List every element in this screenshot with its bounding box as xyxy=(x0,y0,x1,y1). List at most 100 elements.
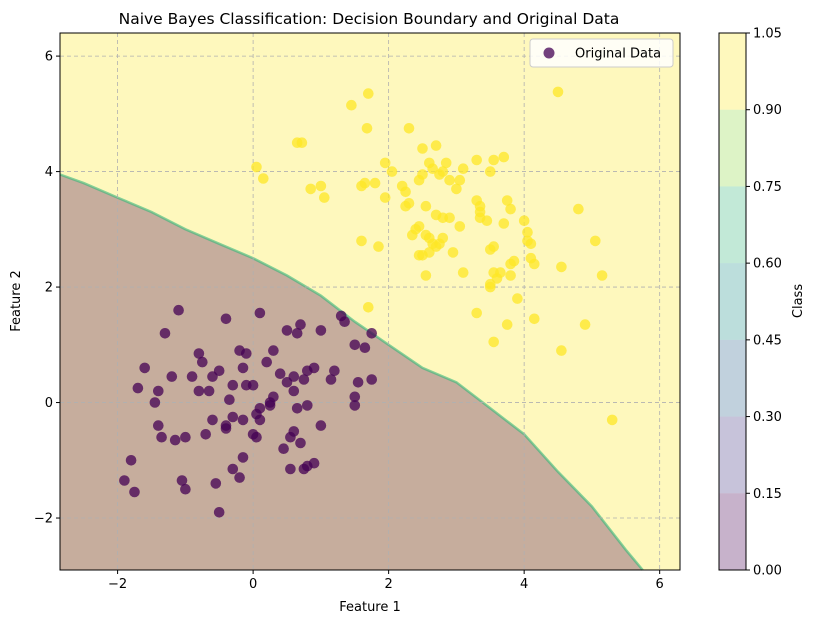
data-point-class-1 xyxy=(319,192,330,203)
data-point-class-1 xyxy=(512,293,523,304)
data-point-class-1 xyxy=(556,345,567,356)
data-point-class-0 xyxy=(156,431,167,443)
data-point-class-0 xyxy=(251,431,262,443)
data-point-class-1 xyxy=(444,212,455,224)
data-point-class-0 xyxy=(176,475,188,486)
data-point-class-0 xyxy=(153,385,164,397)
data-point-class-1 xyxy=(606,414,618,426)
data-point-class-0 xyxy=(291,403,303,414)
data-point-class-0 xyxy=(224,394,235,406)
data-point-class-1 xyxy=(488,241,500,252)
data-point-class-1 xyxy=(590,235,601,247)
data-point-class-1 xyxy=(485,278,496,290)
data-point-class-0 xyxy=(308,362,320,374)
data-point-class-1 xyxy=(363,88,374,99)
colorbar-tick-label: 0.00 xyxy=(753,564,782,579)
data-point-class-1 xyxy=(471,307,483,319)
x-axis-label: Feature 1 xyxy=(339,600,401,615)
x-tick-label: 0 xyxy=(249,577,257,592)
data-point-class-1 xyxy=(420,200,432,212)
y-tick-label: 4 xyxy=(45,165,53,180)
colorbar-tick-label: 0.90 xyxy=(753,103,782,118)
x-tick-label: 4 xyxy=(520,577,528,592)
data-point-class-1 xyxy=(471,195,483,206)
data-point-class-1 xyxy=(552,86,564,98)
data-point-class-0 xyxy=(241,379,252,391)
data-point-class-1 xyxy=(471,154,483,166)
colorbar: 0.00 0.15 0.30 0.45 0.60 0.75 0.90 1.05 xyxy=(718,27,782,579)
data-point-class-1 xyxy=(296,137,308,148)
colorbar-band xyxy=(719,339,746,417)
x-axis: −2 0 2 4 6 xyxy=(108,570,664,592)
data-point-class-0 xyxy=(213,365,225,377)
plot-frame xyxy=(59,32,681,571)
x-tick-label: −2 xyxy=(108,577,127,592)
data-point-class-0 xyxy=(186,371,198,382)
legend-marker xyxy=(543,47,555,59)
data-point-class-1 xyxy=(417,143,428,154)
data-point-class-1 xyxy=(481,215,493,226)
data-point-class-1 xyxy=(258,173,269,184)
data-point-class-1 xyxy=(498,218,510,229)
data-point-class-0 xyxy=(281,377,293,388)
colorbar-tick-label: 0.75 xyxy=(753,180,782,195)
data-point-class-0 xyxy=(129,486,140,498)
data-point-class-0 xyxy=(149,397,161,408)
colorbar-tick-label: 0.45 xyxy=(753,333,782,348)
data-point-class-1 xyxy=(454,174,466,186)
data-point-class-0 xyxy=(325,374,337,385)
grid xyxy=(60,33,680,570)
data-point-class-1 xyxy=(529,313,540,325)
data-point-class-0 xyxy=(349,400,361,411)
y-tick-label: 0 xyxy=(45,396,53,411)
data-point-class-0 xyxy=(125,455,137,466)
data-point-class-0 xyxy=(241,348,252,359)
class-0-region xyxy=(60,174,643,570)
y-axis: −2 0 2 4 6 xyxy=(34,50,60,527)
data-point-class-0 xyxy=(349,339,361,351)
data-point-class-0 xyxy=(180,431,191,443)
data-point-class-1 xyxy=(498,151,510,163)
data-point-class-1 xyxy=(505,203,516,215)
data-point-class-0 xyxy=(203,385,215,397)
data-point-class-1 xyxy=(573,203,584,215)
data-point-class-1 xyxy=(346,99,357,111)
colorbar-band xyxy=(719,416,746,494)
data-point-class-0 xyxy=(352,377,364,388)
data-point-class-1 xyxy=(505,258,516,270)
colorbar-tick-label: 0.60 xyxy=(753,257,782,272)
colorbar-tick-label: 0.15 xyxy=(753,487,782,502)
colorbar-band xyxy=(719,109,746,187)
data-point-class-0 xyxy=(295,319,306,330)
data-point-class-0 xyxy=(366,374,378,385)
data-point-class-1 xyxy=(485,166,496,177)
data-point-class-0 xyxy=(180,483,191,495)
data-point-class-0 xyxy=(349,391,361,403)
data-point-class-1 xyxy=(315,180,327,192)
data-point-class-1 xyxy=(451,183,462,195)
data-point-class-1 xyxy=(488,336,500,348)
data-point-class-0 xyxy=(169,434,181,446)
colorbar-label: Class xyxy=(791,284,806,318)
data-point-class-0 xyxy=(166,371,178,382)
data-point-class-1 xyxy=(596,270,608,281)
data-point-class-1 xyxy=(403,198,415,209)
data-point-class-0 xyxy=(200,429,211,440)
data-point-class-0 xyxy=(281,325,293,336)
data-point-class-0 xyxy=(308,457,320,469)
data-point-class-0 xyxy=(254,403,266,414)
y-axis-label: Feature 2 xyxy=(9,270,24,332)
legend-label: Original Data xyxy=(575,47,661,62)
data-point-class-0 xyxy=(132,382,144,394)
data-point-class-0 xyxy=(295,437,306,449)
data-point-class-0 xyxy=(207,414,218,426)
data-point-class-0 xyxy=(261,356,273,368)
data-point-class-0 xyxy=(237,414,249,426)
colorbar-band xyxy=(719,186,746,264)
plot-area xyxy=(59,32,681,571)
y-tick-label: 6 xyxy=(45,50,53,65)
data-point-class-1 xyxy=(305,183,317,195)
legend-box xyxy=(529,38,674,68)
data-point-class-1 xyxy=(420,270,432,281)
data-point-class-1 xyxy=(501,319,513,330)
